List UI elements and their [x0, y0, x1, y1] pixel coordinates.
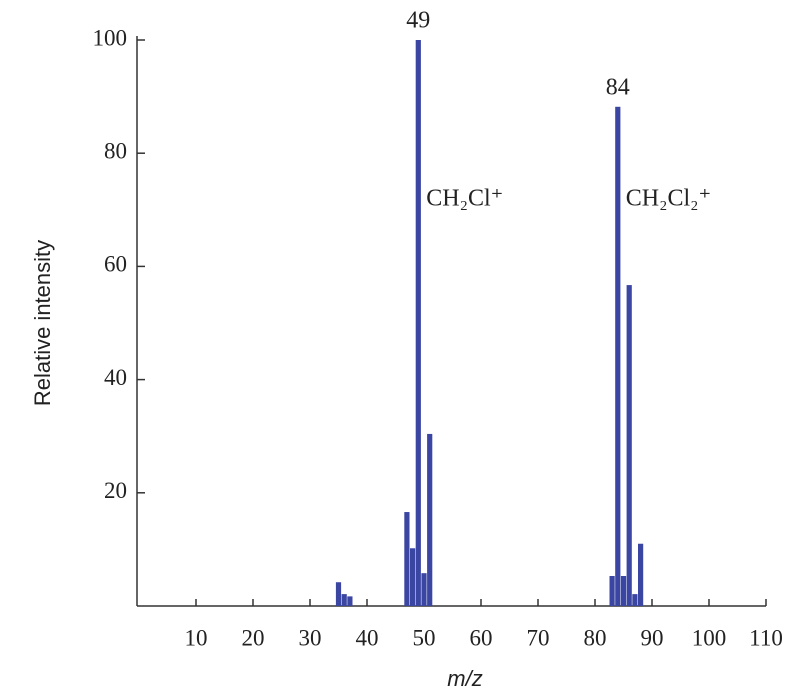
x-tick-label: 90	[641, 625, 664, 650]
y-tick-label: 100	[93, 25, 128, 50]
bar	[638, 543, 644, 606]
bar	[421, 573, 427, 606]
y-axis-label: Relative intensity	[30, 240, 55, 406]
x-tick-label: 10	[185, 625, 208, 650]
ion-label: CH₂Cl₂⁺	[626, 186, 711, 212]
x-tick-label: 20	[242, 625, 265, 650]
peak-label: 84	[606, 74, 630, 100]
ion-label: CH₂Cl⁺	[426, 186, 503, 212]
x-tick-label: 100	[692, 625, 727, 650]
bar	[620, 576, 627, 606]
x-tick-label: 70	[527, 625, 550, 650]
y-tick-label: 20	[104, 478, 127, 503]
bar	[347, 596, 353, 606]
bar	[415, 40, 421, 606]
bar	[427, 433, 433, 606]
x-tick-label: 50	[413, 625, 436, 650]
bar	[615, 106, 621, 607]
x-tick-label: 110	[749, 625, 783, 650]
bar	[341, 594, 347, 606]
y-tick-label: 80	[104, 138, 127, 163]
bar	[632, 594, 638, 606]
bar	[404, 512, 410, 606]
y-tick-label: 40	[104, 365, 127, 390]
bar	[626, 285, 632, 606]
x-tick-label: 30	[299, 625, 322, 650]
bar	[410, 548, 416, 606]
x-tick-label: 40	[356, 625, 379, 650]
x-axis-label: m/z	[447, 666, 482, 691]
y-tick-label: 60	[104, 252, 127, 277]
bar	[335, 582, 342, 606]
x-tick-label: 80	[584, 625, 607, 650]
x-tick-label: 60	[470, 625, 493, 650]
peak-label: 49	[406, 8, 430, 34]
bar	[609, 576, 615, 606]
